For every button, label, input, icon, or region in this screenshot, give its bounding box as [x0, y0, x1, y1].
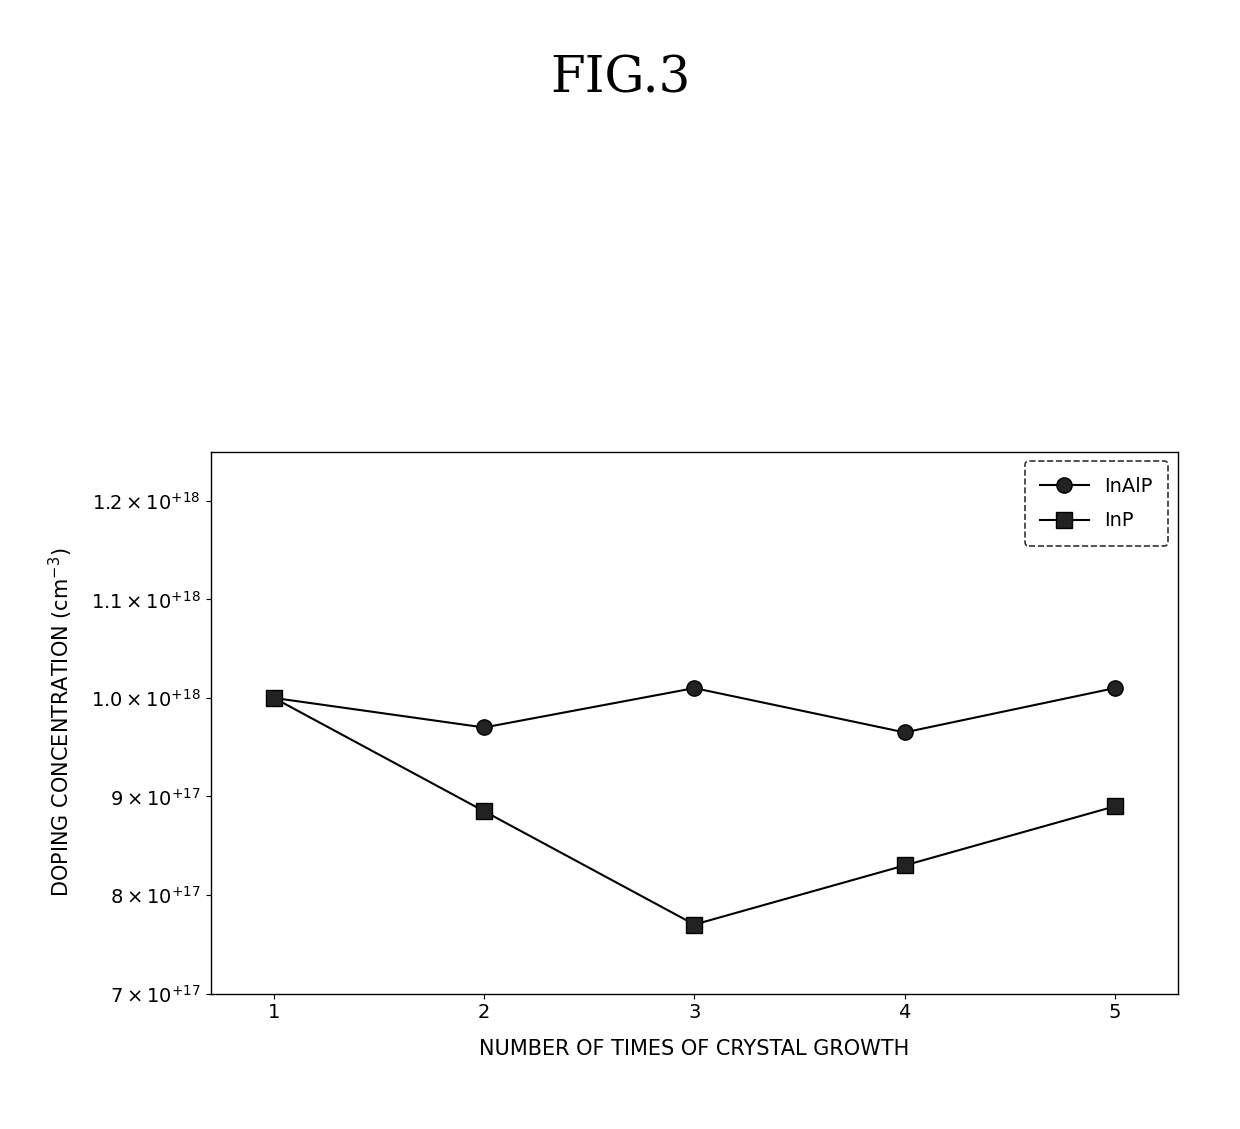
Line: InAlP: InAlP [267, 681, 1122, 739]
InAlP [687, 681, 702, 694]
InP [1107, 799, 1122, 813]
InP [898, 859, 913, 873]
Y-axis label: DOPING CONCENTRATION (cm$^{-3}$): DOPING CONCENTRATION (cm$^{-3}$) [46, 548, 74, 898]
Text: FIG.3: FIG.3 [549, 54, 691, 104]
InAlP [476, 720, 491, 734]
InAlP [1107, 681, 1122, 694]
InP [476, 805, 491, 819]
InP [267, 691, 281, 704]
InAlP [267, 691, 281, 704]
InAlP [898, 726, 913, 739]
InP [687, 918, 702, 931]
Legend: InAlP, InP: InAlP, InP [1024, 462, 1168, 546]
Line: InP: InP [267, 690, 1122, 933]
X-axis label: NUMBER OF TIMES OF CRYSTAL GROWTH: NUMBER OF TIMES OF CRYSTAL GROWTH [480, 1039, 909, 1059]
